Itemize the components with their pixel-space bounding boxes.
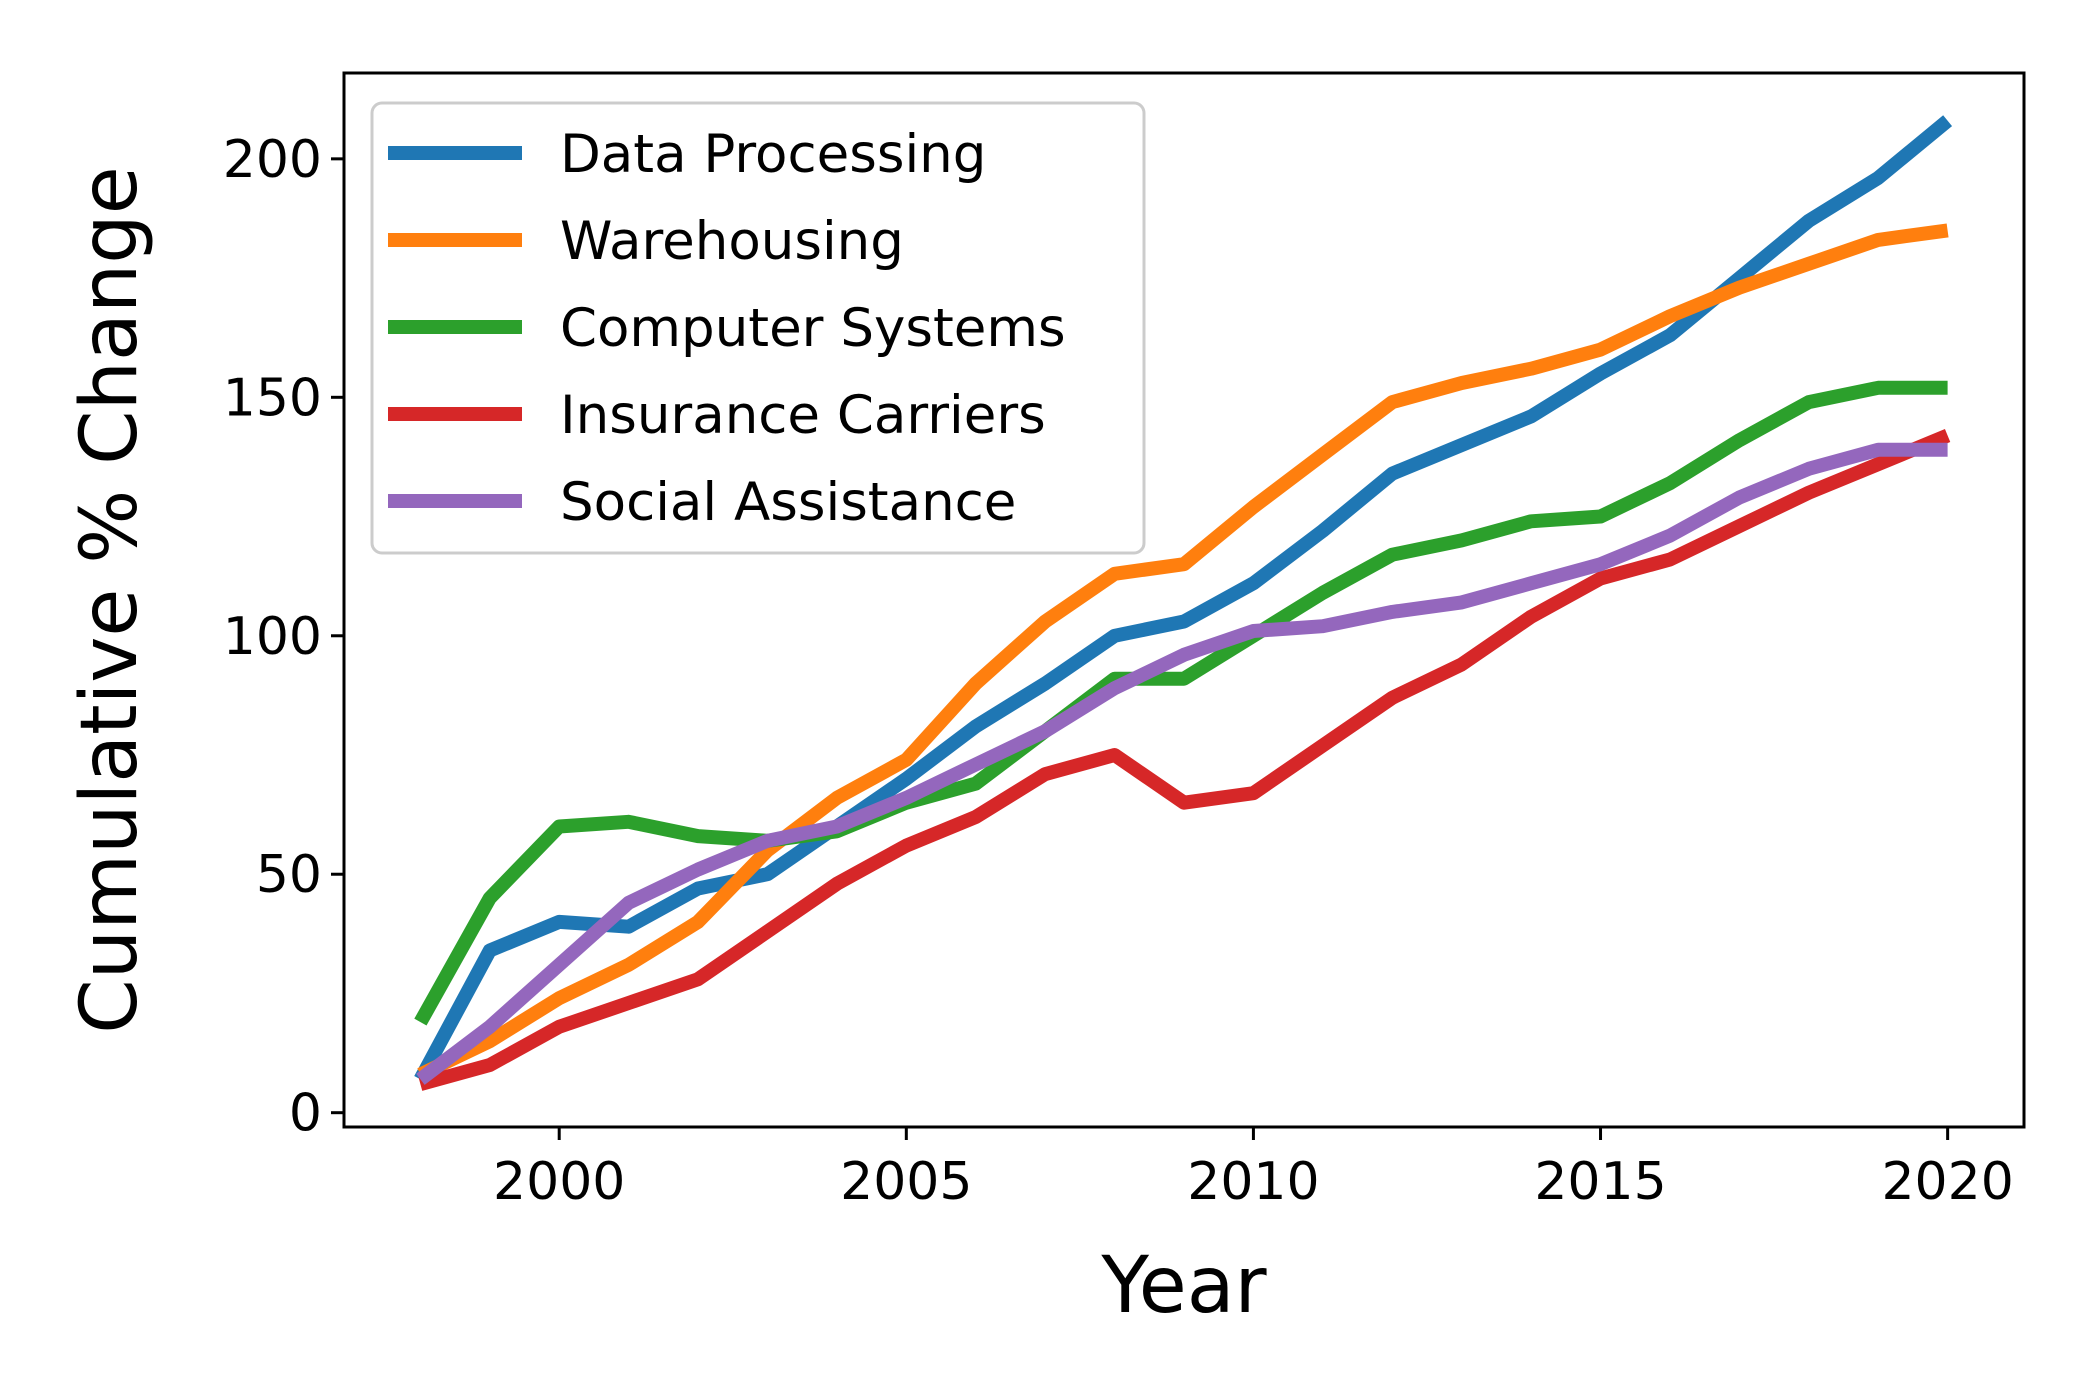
legend-label: Data Processing [560, 124, 986, 185]
series-layer [414, 115, 1953, 1091]
x-axis-label: Year [1100, 1241, 1267, 1331]
y-axis-label: Cumulative % Change [65, 166, 155, 1034]
x-tick-label: 2015 [1534, 1152, 1666, 1212]
legend: Data Processing Warehousing Computer Syste… [370, 101, 1146, 555]
y-tick-label: 150 [223, 368, 322, 428]
series-line-computer-systems [414, 380, 1948, 1026]
x-tick-label: 2020 [1881, 1152, 2013, 1212]
y-axis: 0 50 100 150 200 [223, 130, 344, 1144]
x-tick-label: 2000 [493, 1152, 625, 1212]
series-line-warehousing [417, 223, 1949, 1081]
legend-label: Warehousing [560, 211, 904, 272]
series-line-data-processing [414, 115, 1953, 1083]
plot-frame [342, 71, 2026, 1129]
y-tick-label: 50 [256, 845, 322, 905]
legend-label: Computer Systems [560, 298, 1066, 359]
legend-label: Social Assistance [560, 472, 1016, 533]
y-tick-label: 100 [223, 607, 322, 667]
y-tick-label: 0 [289, 1084, 322, 1144]
series-line-insurance-carriers [418, 429, 1951, 1091]
legend-label: Insurance Carriers [560, 385, 1046, 446]
series-line-social-assistance [416, 442, 1948, 1085]
x-tick-label: 2010 [1187, 1152, 1319, 1212]
x-axis: 2000 2005 2010 2015 2020 [493, 1127, 2014, 1212]
legend-box [370, 101, 1146, 555]
y-tick-label: 200 [223, 130, 322, 190]
x-tick-label: 2005 [840, 1152, 972, 1212]
